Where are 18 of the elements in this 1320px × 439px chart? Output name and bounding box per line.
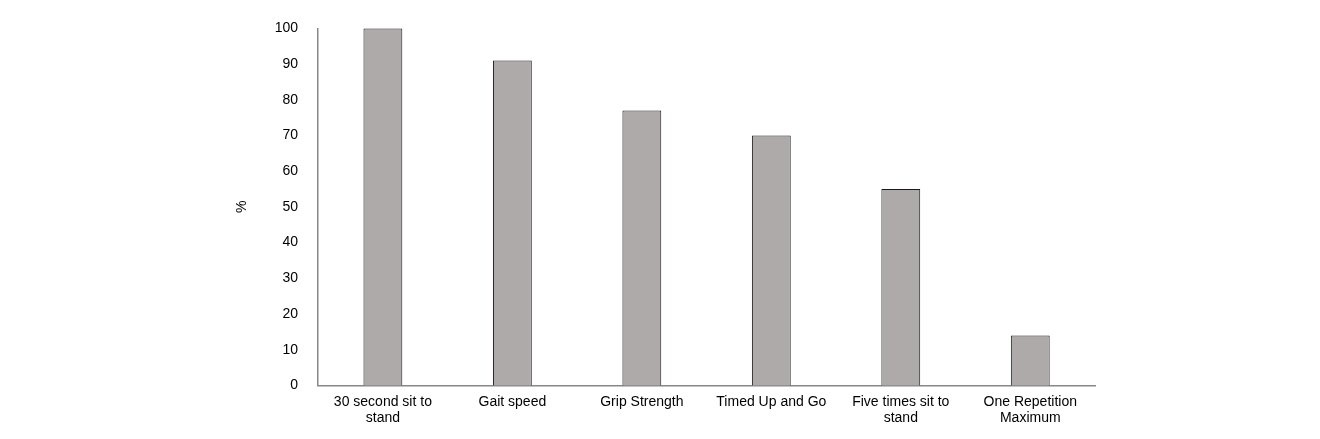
- x-tick-label: One Repetition Maximum: [983, 392, 1077, 426]
- x-tick-label: Gait speed: [478, 392, 547, 409]
- y-tick-label: 100: [274, 19, 299, 36]
- x-tick-label: Grip Strength: [600, 392, 684, 409]
- y-tick-label: 60: [282, 162, 299, 179]
- y-tick-label: 20: [282, 304, 299, 321]
- y-axis-title: %: [233, 200, 250, 214]
- y-tick-label: 40: [282, 233, 299, 250]
- y-tick-label: 50: [282, 197, 299, 214]
- y-tick-label: 90: [282, 54, 299, 71]
- y-tick-label: 10: [282, 340, 299, 357]
- y-tick-label: 70: [282, 126, 299, 143]
- y-tick-label: 0: [290, 376, 299, 393]
- x-tick-label: Timed Up and Go: [716, 392, 827, 409]
- x-tick-label: 30 second sit to stand: [333, 392, 433, 426]
- x-tick-label: Five times sit to stand: [852, 392, 950, 426]
- y-tick-label: 80: [282, 90, 299, 107]
- y-tick-label: 30: [282, 269, 299, 286]
